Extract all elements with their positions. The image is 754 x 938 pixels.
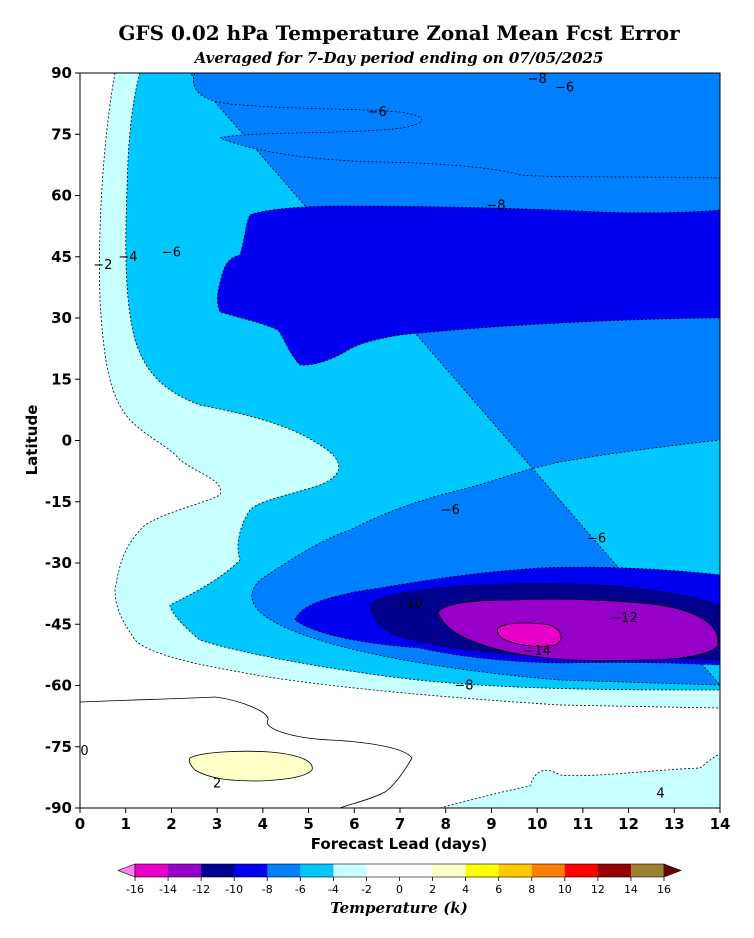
colorbar-over-arrow xyxy=(663,863,682,878)
colorbar-tick-label: -6 xyxy=(295,883,306,896)
contour-region-minus8-north xyxy=(192,73,720,179)
y-tick-label: 90 xyxy=(51,64,72,82)
contour-label: −6 xyxy=(441,503,460,518)
x-tick-label: 3 xyxy=(212,815,222,833)
x-tick-label: 7 xyxy=(395,815,405,833)
x-tick-label: 1 xyxy=(120,815,130,833)
colorbar-segment xyxy=(201,864,235,877)
contour-label: −6 xyxy=(587,532,606,547)
chart-subtitle: Averaged for 7-Day period ending on 07/0… xyxy=(193,49,604,67)
colorbar-tick-label: 14 xyxy=(624,883,638,896)
contour-region-plus2 xyxy=(188,750,313,782)
x-tick-label: 9 xyxy=(486,815,496,833)
colorbar-tick-label: -14 xyxy=(159,883,177,896)
plot-area xyxy=(80,73,720,808)
contour-label: 2 xyxy=(213,777,221,792)
x-tick-label: 0 xyxy=(75,815,85,833)
x-tick-label: 2 xyxy=(166,815,176,833)
x-tick-label: 6 xyxy=(349,815,359,833)
y-axis-label: Latitude xyxy=(23,405,41,476)
colorbar-segment xyxy=(531,864,566,877)
colorbar: -16 -14 -12 -10 -8 -6 -4 -2 0 2 4 6 8 10 12 14 16 xyxy=(117,863,682,896)
contour-label: −12 xyxy=(610,611,637,626)
x-axis: 0 1 2 3 4 5 6 7 8 9 10 11 12 13 14 xyxy=(75,808,731,833)
colorbar-tick-label: 8 xyxy=(528,883,535,896)
contour-region-minus4-s xyxy=(439,753,720,808)
colorbar-tick-label: 4 xyxy=(462,883,469,896)
contour-label: −8 xyxy=(454,679,473,694)
colorbar-segment xyxy=(564,864,599,877)
colorbar-tick-label: 10 xyxy=(558,883,572,896)
x-axis-label: Forecast Lead (days) xyxy=(311,835,487,853)
colorbar-tick-label: -16 xyxy=(126,883,144,896)
contour-region-minus10-north xyxy=(216,205,720,366)
colorbar-segment xyxy=(399,864,433,877)
y-tick-label: 75 xyxy=(51,125,72,143)
contour-label: 0 xyxy=(80,744,88,759)
colorbar-segment xyxy=(630,864,665,877)
contour-labels: −8 −6 −6 −8 −2 −4 −6 −6 −6 −10 −12 −14 −8 0 2 4 xyxy=(80,72,664,802)
x-tick-label: 8 xyxy=(440,815,450,833)
colorbar-segment xyxy=(135,864,169,877)
contour-label: −8 xyxy=(528,72,547,87)
y-tick-label: 15 xyxy=(51,370,72,388)
x-tick-label: 5 xyxy=(303,815,313,833)
colorbar-tick-label: 6 xyxy=(495,883,502,896)
colorbar-segment xyxy=(366,864,400,877)
colorbar-segment xyxy=(333,864,367,877)
colorbar-tick-label: 16 xyxy=(657,883,671,896)
y-tick-label: 45 xyxy=(51,248,72,266)
y-tick-label: -90 xyxy=(45,799,72,817)
x-tick-label: 13 xyxy=(664,815,685,833)
y-tick-label: -60 xyxy=(45,677,72,695)
x-tick-label: 10 xyxy=(527,815,548,833)
colorbar-segment xyxy=(300,864,334,877)
y-tick-label: 0 xyxy=(62,432,72,450)
x-tick-label: 4 xyxy=(258,815,268,833)
colorbar-segment xyxy=(234,864,268,877)
colorbar-label: Temperature (k) xyxy=(330,899,468,917)
colorbar-tick-label: 12 xyxy=(591,883,605,896)
y-tick-label: -75 xyxy=(45,738,72,756)
contour-label: −14 xyxy=(523,644,550,659)
contour-region-minus14 xyxy=(437,598,719,662)
colorbar-segment xyxy=(168,864,202,877)
colorbar-tick-label: -10 xyxy=(225,883,243,896)
contour-label: −10 xyxy=(395,597,422,612)
contour-label: −8 xyxy=(486,199,505,214)
chart-title: GFS 0.02 hPa Temperature Zonal Mean Fcst… xyxy=(118,21,680,45)
y-tick-label: -30 xyxy=(45,554,72,572)
colorbar-tick-label: -8 xyxy=(262,883,273,896)
colorbar-tick-label: 0 xyxy=(396,883,403,896)
x-tick-label: 11 xyxy=(572,815,593,833)
y-tick-label: 60 xyxy=(51,187,72,205)
contour-label: 4 xyxy=(656,787,664,802)
colorbar-segment xyxy=(465,864,500,877)
colorbar-tick-label: -12 xyxy=(192,883,210,896)
x-tick-label: 12 xyxy=(618,815,639,833)
colorbar-tick-label: 2 xyxy=(429,883,436,896)
colorbar-segment xyxy=(597,864,632,877)
contour-region-minus16 xyxy=(496,622,562,647)
x-tick-label: 14 xyxy=(710,815,731,833)
colorbar-segment xyxy=(432,864,467,877)
colorbar-under-arrow xyxy=(117,863,136,878)
colorbar-tick-label: -4 xyxy=(328,883,339,896)
y-axis: 90 75 60 45 30 15 0 -15 -30 -45 -60 -75 -90 xyxy=(45,64,80,817)
y-tick-label: -45 xyxy=(45,615,72,633)
colorbar-segment xyxy=(267,864,301,877)
contour-label: −2 xyxy=(93,258,112,273)
y-tick-label: -15 xyxy=(45,493,72,511)
colorbar-segment xyxy=(498,864,533,877)
contour-label: −6 xyxy=(555,80,574,95)
contour-label: −4 xyxy=(118,250,137,265)
colorbar-tick-label: -2 xyxy=(361,883,372,896)
contour-label: −6 xyxy=(162,246,181,261)
contour-label: −6 xyxy=(368,105,387,120)
y-tick-label: 30 xyxy=(51,309,72,327)
